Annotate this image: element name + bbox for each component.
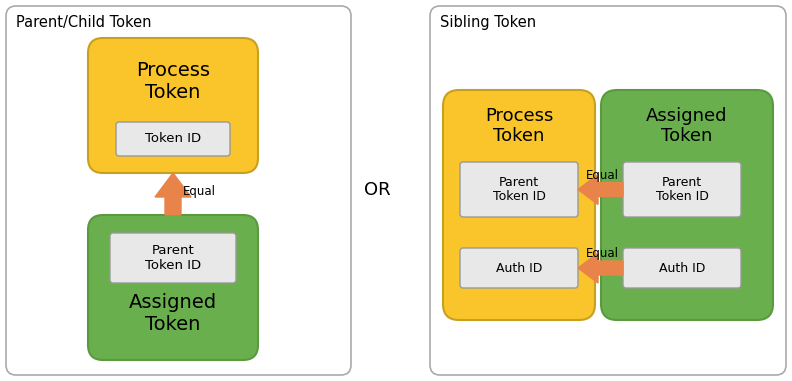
Text: Sibling Token: Sibling Token xyxy=(440,14,536,29)
Text: Parent
Token ID: Parent Token ID xyxy=(145,244,201,272)
Text: Token ID: Token ID xyxy=(145,133,201,146)
FancyBboxPatch shape xyxy=(88,38,258,173)
FancyBboxPatch shape xyxy=(460,248,578,288)
FancyArrow shape xyxy=(155,173,191,215)
FancyBboxPatch shape xyxy=(6,6,351,375)
FancyBboxPatch shape xyxy=(116,122,230,156)
Text: Equal: Equal xyxy=(586,248,619,261)
Text: Parent
Token ID: Parent Token ID xyxy=(493,176,546,203)
FancyBboxPatch shape xyxy=(430,6,786,375)
FancyBboxPatch shape xyxy=(110,233,236,283)
FancyBboxPatch shape xyxy=(623,162,741,217)
Text: Parent
Token ID: Parent Token ID xyxy=(656,176,708,203)
Text: Assigned
Token: Assigned Token xyxy=(129,293,217,333)
FancyBboxPatch shape xyxy=(460,162,578,217)
FancyBboxPatch shape xyxy=(601,90,773,320)
Text: Equal: Equal xyxy=(586,169,619,182)
Text: Auth ID: Auth ID xyxy=(496,261,543,274)
FancyBboxPatch shape xyxy=(443,90,595,320)
Text: OR: OR xyxy=(364,181,390,199)
FancyBboxPatch shape xyxy=(623,248,741,288)
Text: Assigned
Token: Assigned Token xyxy=(646,107,728,146)
FancyArrow shape xyxy=(578,174,623,205)
FancyArrow shape xyxy=(578,253,623,283)
FancyBboxPatch shape xyxy=(88,215,258,360)
Text: Auth ID: Auth ID xyxy=(659,261,705,274)
Text: Parent/Child Token: Parent/Child Token xyxy=(16,14,151,29)
Text: Equal: Equal xyxy=(183,186,216,199)
Text: Process
Token: Process Token xyxy=(136,61,210,102)
Text: Process
Token: Process Token xyxy=(485,107,553,146)
